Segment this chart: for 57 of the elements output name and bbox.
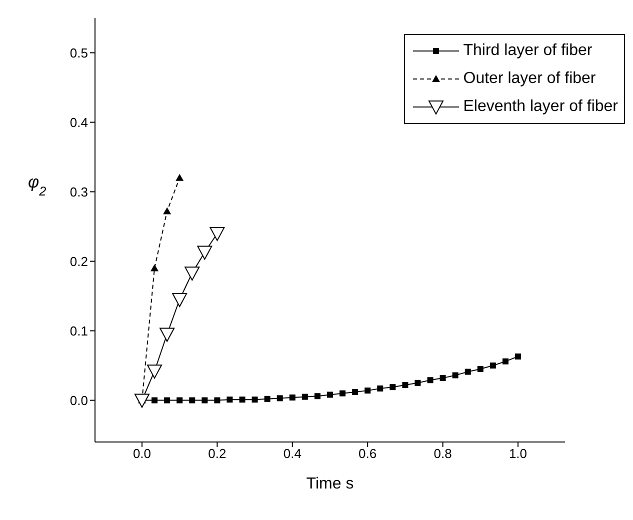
- point: [176, 174, 184, 181]
- point: [134, 394, 150, 408]
- point: [440, 375, 446, 382]
- point: [515, 354, 521, 360]
- point: [210, 226, 225, 241]
- legend-label: Third layer of fiber: [463, 42, 592, 60]
- point: [150, 264, 159, 272]
- y-tick-label: 0.4: [70, 114, 88, 130]
- point: [327, 392, 333, 398]
- legend-label: Outer layer of fiber: [463, 70, 596, 88]
- point: [172, 293, 188, 308]
- point: [414, 380, 421, 386]
- point: [352, 388, 358, 395]
- point: [252, 396, 258, 403]
- point: [184, 266, 200, 281]
- point: [152, 397, 158, 404]
- point: [163, 207, 172, 214]
- point: [160, 328, 175, 342]
- point: [302, 394, 308, 400]
- x-tick-label: 0.0: [132, 446, 152, 462]
- point: [490, 362, 496, 369]
- x-tick-label: 0.2: [208, 446, 226, 462]
- point: [427, 377, 434, 384]
- point: [377, 385, 384, 392]
- point: [314, 393, 320, 400]
- point: [197, 246, 212, 260]
- x-tick-label: 0.4: [283, 446, 302, 462]
- y-tick-label: 0.2: [70, 254, 88, 269]
- point: [264, 396, 270, 402]
- x-axis-title: Time s: [306, 475, 354, 492]
- point: [340, 390, 346, 396]
- point: [202, 397, 208, 404]
- point: [239, 396, 246, 403]
- point: [477, 366, 484, 372]
- point: [214, 397, 220, 404]
- x-tick-label: 0.8: [434, 446, 452, 462]
- point: [276, 395, 283, 402]
- point: [189, 397, 196, 404]
- point: [176, 397, 183, 404]
- point: [464, 368, 471, 375]
- y-tick-label: 0.1: [70, 323, 88, 338]
- point: [402, 382, 408, 388]
- point: [390, 384, 396, 390]
- point: [289, 394, 296, 401]
- y-tick-label: 0.0: [70, 392, 88, 408]
- x-tick-label: 0.6: [358, 446, 377, 462]
- point: [502, 358, 508, 364]
- y-tick-label: 0.3: [70, 184, 88, 200]
- point: [164, 397, 170, 404]
- x-tick-label: 1.0: [508, 446, 528, 462]
- y-tick-label: 0.5: [70, 45, 88, 60]
- point: [452, 372, 458, 378]
- point: [147, 364, 162, 379]
- point: [226, 396, 233, 403]
- point: [364, 388, 371, 394]
- y-axis-title: φ$_{2}$: [28, 172, 46, 198]
- legend-label: Eleventh layer of fiber: [463, 98, 618, 116]
